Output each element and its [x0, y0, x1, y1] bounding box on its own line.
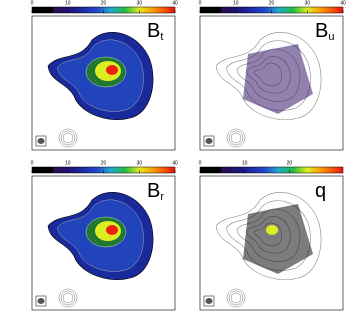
- contour: [60, 130, 76, 146]
- colorbar-tick-label: 40: [172, 160, 178, 166]
- panel-label-main: q: [315, 180, 326, 202]
- panel-label: Bt: [147, 20, 163, 43]
- map-region: [243, 44, 313, 114]
- colorbar-tick-label: 10: [233, 0, 239, 6]
- contour: [62, 132, 74, 144]
- colorbar-tick-label: 40: [340, 0, 346, 6]
- contour: [58, 128, 78, 148]
- colorbar-tick-label: 20: [269, 0, 275, 6]
- colorbar-tick-label: 30: [304, 0, 310, 6]
- panel-label: Br: [147, 180, 164, 203]
- beam: [37, 298, 45, 304]
- contour: [228, 290, 244, 306]
- colorbar-tick-label: 30: [136, 160, 142, 166]
- panel-label-sub: r: [160, 191, 164, 203]
- panel-label-sub: t: [160, 31, 163, 43]
- map-region: [266, 225, 278, 235]
- panel-label-sub: u: [328, 31, 334, 43]
- contour: [215, 32, 322, 121]
- colorbar-tick-label: 40: [172, 0, 178, 6]
- beam: [37, 138, 45, 144]
- colorbar: [199, 166, 344, 174]
- contour: [226, 288, 246, 308]
- contour: [58, 288, 78, 308]
- panel: 0 10 20 q: [199, 160, 344, 311]
- panel-label-main: B: [315, 20, 328, 42]
- colorbar-tick-label: 0: [31, 0, 34, 6]
- map-region: [106, 225, 118, 235]
- colorbar-tick-label: 10: [65, 160, 71, 166]
- colorbar-tick-label: 0: [31, 160, 34, 166]
- contour: [230, 292, 242, 304]
- colorbar-tick-label: 0: [199, 160, 202, 166]
- colorbar-tick-label: 10: [242, 160, 248, 166]
- map-region: [243, 204, 313, 274]
- colorbar-tick-label: 20: [287, 160, 293, 166]
- panel: 0 10 20 30 40 Bt: [31, 0, 178, 151]
- contour: [230, 132, 242, 144]
- panel: 0 10 20 30 40 Br: [31, 160, 178, 311]
- panel-label-main: B: [147, 20, 160, 42]
- colorbar-tick-label: 0: [199, 0, 202, 6]
- contour: [226, 128, 246, 148]
- beam: [205, 298, 213, 304]
- contour: [62, 292, 74, 304]
- panel-label: Bu: [315, 20, 334, 43]
- map-region: [106, 65, 118, 75]
- colorbar-tick-label: 10: [65, 0, 71, 6]
- colorbar-tick-label: 30: [136, 0, 142, 6]
- panel-label: q: [315, 180, 326, 202]
- panel: 0 10 20 30 40 Bu: [199, 0, 346, 151]
- beam: [205, 138, 213, 144]
- colorbar-tick-label: 20: [101, 160, 107, 166]
- contour: [228, 130, 244, 146]
- contour: [60, 290, 76, 306]
- colorbar-tick-label: 20: [101, 0, 107, 6]
- panel-label-main: B: [147, 180, 160, 202]
- contour: [215, 192, 322, 281]
